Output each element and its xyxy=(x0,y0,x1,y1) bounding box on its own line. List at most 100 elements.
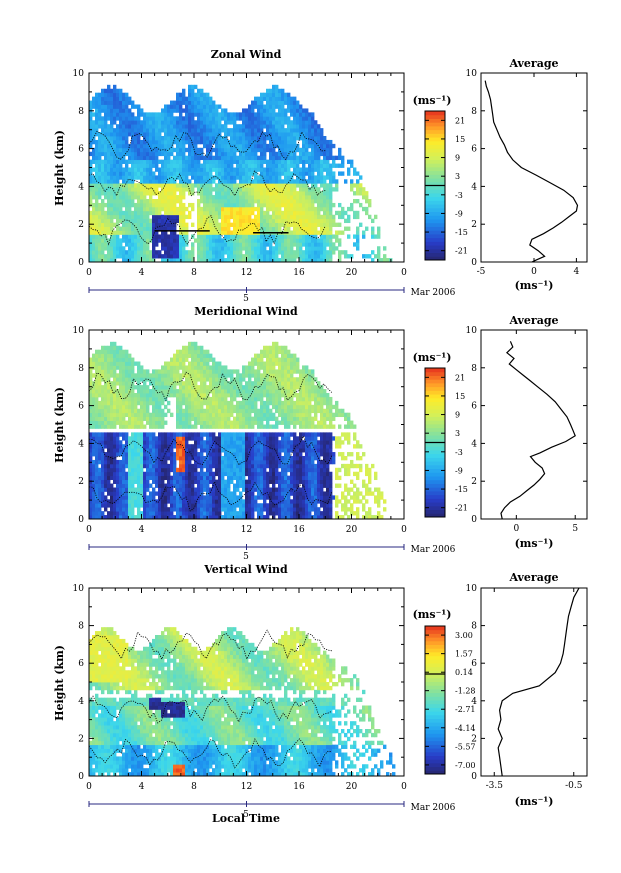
zonal-cell xyxy=(290,183,294,188)
meridional-cell xyxy=(203,440,207,445)
zonal-cell xyxy=(248,143,252,149)
meridional-cell xyxy=(155,412,159,418)
zonal-cell xyxy=(257,226,261,231)
zonal-cell xyxy=(287,187,291,192)
zonal-cell xyxy=(107,258,111,263)
zonal-cell xyxy=(122,96,126,101)
zonal-cell xyxy=(224,250,228,255)
zonal-cell xyxy=(173,163,177,168)
zonal-cell xyxy=(284,242,288,247)
zonal-cell xyxy=(254,242,258,247)
zonal-cell xyxy=(329,155,333,161)
zonal-cell xyxy=(257,124,261,129)
zonal-cell xyxy=(284,214,288,220)
meridional-cell xyxy=(176,373,180,378)
meridional-cell xyxy=(152,487,156,492)
zonal-cell xyxy=(317,159,321,164)
zonal-cell xyxy=(137,116,141,121)
zonal-cell xyxy=(263,179,267,184)
meridional-cell xyxy=(185,412,189,418)
zonal-cell xyxy=(308,230,312,235)
zonal-cell xyxy=(353,167,357,172)
meridional-cell xyxy=(125,479,129,484)
zonal-cell xyxy=(272,139,276,145)
zonal-cell xyxy=(95,163,99,168)
zonal-cell xyxy=(110,151,114,157)
zonal-cell xyxy=(254,258,258,263)
meridional-cell xyxy=(128,456,132,461)
zonal-cell xyxy=(89,175,93,180)
zonal-cell xyxy=(212,132,216,137)
meridional-cell xyxy=(104,436,108,441)
zonal-cell xyxy=(281,151,285,157)
zonal-cell xyxy=(248,147,252,153)
zonal-cell xyxy=(209,163,213,168)
zonal-cell xyxy=(281,147,285,153)
meridional-cell xyxy=(164,507,168,512)
zonal-cell xyxy=(260,171,264,176)
meridional-cell xyxy=(170,507,174,512)
meridional-cell xyxy=(104,452,108,457)
meridional-cell xyxy=(188,475,192,481)
zonal-cell xyxy=(218,191,222,196)
zonal-cell xyxy=(164,132,168,137)
zonal-cell xyxy=(122,175,126,180)
zonal-cell xyxy=(140,179,144,184)
zonal-cell xyxy=(209,258,213,263)
zonal-cell xyxy=(326,171,330,176)
zonal-cell xyxy=(302,112,306,117)
zonal-cell xyxy=(302,132,306,137)
meridional-cell xyxy=(185,404,189,410)
meridional-cell xyxy=(95,479,99,484)
zonal-cell xyxy=(137,206,141,212)
meridional-cell xyxy=(101,459,105,465)
zonal-cell xyxy=(200,151,204,157)
meridional-cell xyxy=(158,479,162,484)
zonal-cell xyxy=(287,234,291,239)
zonal-cell xyxy=(356,199,360,204)
zonal-cell xyxy=(185,234,189,239)
zonal-cell xyxy=(290,159,294,164)
meridional-cell xyxy=(143,459,147,465)
zonal-cell xyxy=(164,199,168,204)
meridional-cell xyxy=(167,471,171,477)
zonal-cell xyxy=(287,218,291,224)
meridional-cell xyxy=(131,365,135,370)
meridional-cell xyxy=(131,479,135,484)
meridional-cell xyxy=(125,377,129,382)
zonal-cell xyxy=(242,143,246,149)
meridional-cell xyxy=(101,452,105,457)
zonal-cell xyxy=(140,132,144,137)
zonal-cell xyxy=(191,136,195,141)
zonal-cell xyxy=(131,155,135,161)
zonal-cell xyxy=(281,179,285,184)
zonal-cell xyxy=(245,214,249,220)
meridional-cell xyxy=(167,487,171,492)
meridional-cell xyxy=(185,463,189,469)
zonal-cell xyxy=(170,254,174,259)
zonal-cell xyxy=(260,147,264,153)
meridional-cell xyxy=(95,385,99,390)
zonal-cell xyxy=(215,226,219,231)
meridional-cell xyxy=(110,487,114,492)
zonal-title: Zonal Wind xyxy=(211,48,282,61)
zonal-cell xyxy=(137,124,141,129)
zonal-cell xyxy=(182,139,186,145)
zonal-cell xyxy=(170,128,174,133)
zonal-cell xyxy=(116,128,120,133)
zonal-cell xyxy=(122,195,126,200)
meridional-cell xyxy=(143,491,147,496)
zonal-cell xyxy=(224,147,228,153)
zonal-cell xyxy=(212,238,216,243)
zonal-cell xyxy=(116,92,120,98)
meridional-cell xyxy=(179,373,183,378)
zonal-cell xyxy=(296,175,300,180)
zonal-cell xyxy=(176,155,180,161)
zonal-cell xyxy=(197,104,201,109)
zonal-cell xyxy=(269,191,273,196)
zonal-cell xyxy=(215,116,219,121)
zonal-cell xyxy=(197,128,201,133)
zonal-cell xyxy=(197,222,201,227)
meridional-cell xyxy=(179,404,183,410)
